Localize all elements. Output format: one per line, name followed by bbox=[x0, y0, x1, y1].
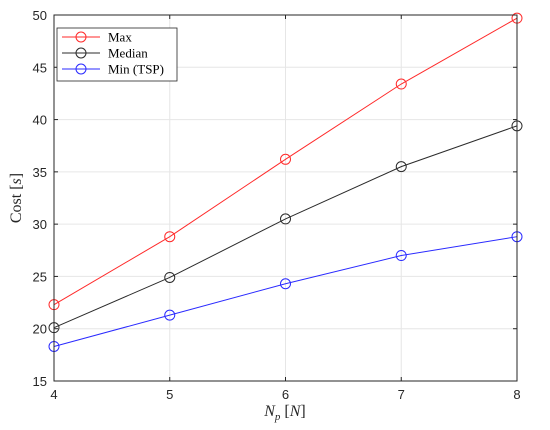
legend-label: Min (TSP) bbox=[108, 62, 164, 77]
x-axis: 4 5 6 7 8 bbox=[50, 15, 521, 402]
x-tick-label: 7 bbox=[398, 387, 405, 402]
data-point bbox=[280, 213, 291, 225]
x-tick-label: 6 bbox=[282, 387, 289, 402]
legend-marker bbox=[75, 31, 87, 43]
y-tick-label: 40 bbox=[33, 113, 47, 128]
data-point bbox=[395, 78, 407, 90]
series-line bbox=[53, 236, 518, 347]
data-point bbox=[164, 271, 176, 283]
x-tick-label: 5 bbox=[166, 387, 173, 402]
y-tick-label: 20 bbox=[33, 322, 47, 337]
legend-marker bbox=[75, 63, 87, 75]
data-point bbox=[164, 231, 176, 243]
legend-marker bbox=[75, 47, 87, 59]
data-point bbox=[164, 309, 176, 321]
x-tick-label: 8 bbox=[513, 387, 520, 402]
x-tick-label: 4 bbox=[50, 387, 57, 402]
series-1 bbox=[48, 120, 523, 334]
legend-item: Min (TSP) bbox=[62, 62, 164, 77]
x-axis-label: Np [N] bbox=[263, 403, 306, 423]
data-point bbox=[395, 161, 407, 173]
grid-lines bbox=[53, 14, 518, 382]
y-tick-label: 30 bbox=[33, 217, 47, 232]
series-line bbox=[53, 17, 518, 306]
y-axis-label: Cost [s] bbox=[8, 173, 25, 223]
data-point bbox=[395, 250, 407, 262]
legend-label: Max bbox=[108, 30, 132, 45]
series-line bbox=[53, 125, 518, 329]
legend-item: Median bbox=[62, 46, 148, 61]
data-point bbox=[280, 278, 291, 290]
y-axis: 15 20 25 30 35 40 45 50 bbox=[33, 8, 517, 389]
y-tick-label: 35 bbox=[33, 165, 47, 180]
y-tick-label: 25 bbox=[33, 269, 47, 284]
data-point bbox=[280, 153, 291, 165]
y-tick-label: 50 bbox=[33, 8, 47, 23]
legend-item: Max bbox=[62, 30, 132, 45]
y-tick-label: 45 bbox=[33, 60, 47, 75]
legend-label: Median bbox=[108, 46, 148, 61]
y-tick-label: 15 bbox=[33, 374, 47, 389]
